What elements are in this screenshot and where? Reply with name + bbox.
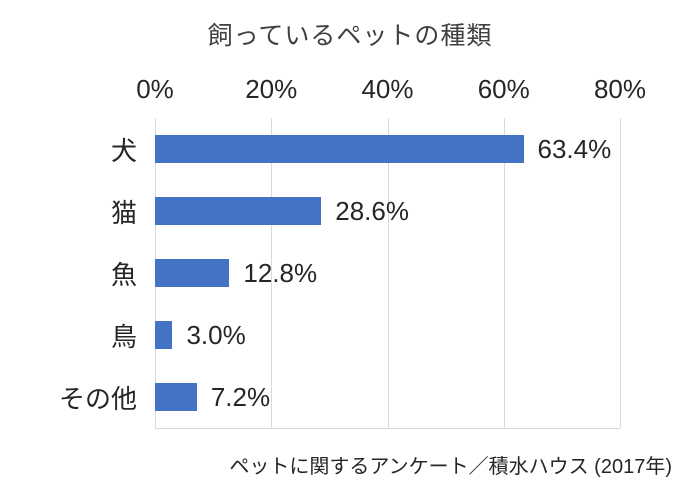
category-label: その他: [58, 383, 137, 414]
x-tick-label: 20%: [245, 74, 298, 104]
category-label: 魚: [110, 259, 137, 290]
bar-rows: 犬 63.4% 猫 28.6% 魚 12.8% 鳥 3.0% その他 7.2%: [59, 118, 620, 428]
gridline: [503, 118, 505, 428]
x-tick-label: 80%: [593, 74, 647, 104]
gridline: [620, 118, 621, 428]
chart-title: 飼っているペットの種類: [207, 22, 493, 50]
bar: [155, 321, 173, 349]
x-axis: 0% 20% 40% 60% 80%: [136, 74, 646, 108]
gridline: [387, 118, 389, 428]
source-caption: ペットに関するアンケート／積水ハウス (2017年): [229, 456, 672, 478]
x-tick-label: 40%: [361, 74, 414, 104]
value-label: 28.6%: [335, 195, 409, 226]
bar: [155, 383, 197, 411]
bar: [155, 197, 322, 225]
category-label: 猫: [110, 197, 137, 228]
bar-row: 魚 12.8%: [111, 242, 620, 304]
bar: [155, 135, 524, 163]
gridline: [271, 118, 273, 428]
value-label: 7.2%: [210, 381, 271, 412]
bar-row: その他 7.2%: [59, 366, 620, 428]
value-label: 12.8%: [243, 257, 318, 288]
category-label: 鳥: [110, 321, 137, 352]
plot-area: 犬 63.4% 猫 28.6% 魚 12.8% 鳥 3.0% その他 7.2%: [59, 118, 621, 429]
bar-row: 猫 28.6%: [111, 180, 620, 242]
value-label: 3.0%: [186, 319, 246, 350]
x-tick-label: 0%: [136, 74, 174, 104]
bar-row: 鳥 3.0%: [111, 304, 620, 366]
x-tick-label: 60%: [477, 74, 530, 104]
value-label: 63.4%: [537, 133, 612, 164]
bar: [155, 259, 230, 287]
category-label: 犬: [110, 135, 137, 166]
bar-row: 犬 63.4%: [111, 118, 620, 180]
